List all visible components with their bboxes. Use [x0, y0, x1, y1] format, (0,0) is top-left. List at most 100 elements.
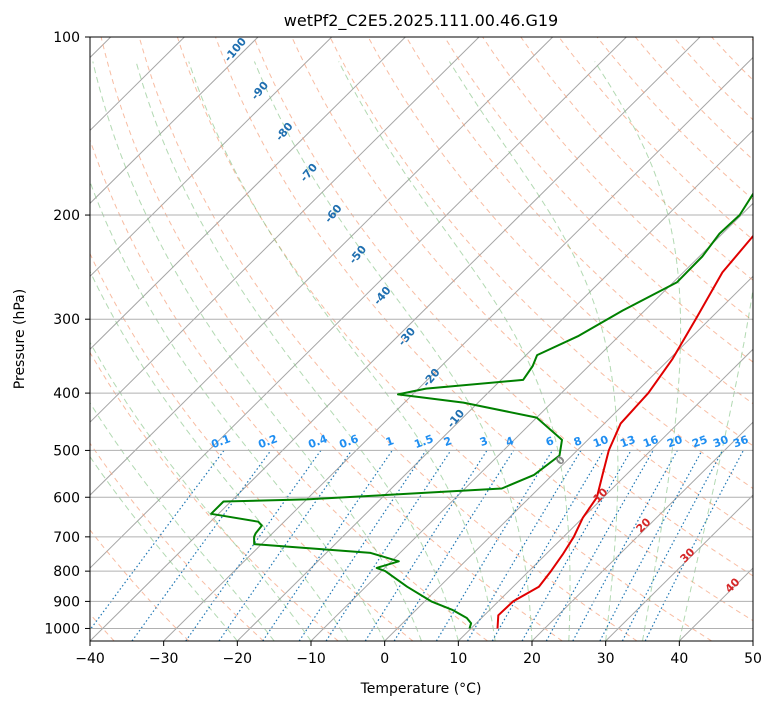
dry-adiabat-line: [90, 442, 264, 641]
moist-adiabat-line: [90, 341, 312, 641]
x-axis: −40 −30 −20 −10 0 10 20 30 40 50: [75, 641, 762, 667]
dry-adiabat-label: -50: [346, 243, 369, 267]
x-axis-label: Temperature (°C): [360, 681, 482, 697]
isotherm-line: [90, 37, 480, 423]
x-tick-label: −20: [223, 651, 253, 667]
sounding-profiles: [210, 192, 753, 629]
dry-adiabat-line: [253, 37, 753, 577]
dry-adiabat-label: -40: [371, 284, 394, 308]
moist-adiabat-line: [90, 455, 238, 641]
mixing-ratio-label: 1: [384, 434, 396, 449]
dry-adiabat-line: [90, 252, 414, 641]
dry-adiabat-line: [405, 37, 753, 405]
dry-adiabat-label: -20: [420, 366, 443, 390]
dry-adiabat-label: -10: [444, 407, 467, 431]
mixing-ratio-label: 25: [690, 433, 709, 450]
mixing-ratio-line: [491, 450, 605, 641]
isotherm-line: [90, 37, 259, 205]
dry-adiabat-line: [90, 351, 339, 641]
dry-adiabat-line: [711, 37, 753, 81]
isotherm-line: [752, 640, 753, 641]
moist-adiabat-label: 20: [634, 515, 654, 535]
moist-adiabat-line: [253, 61, 533, 641]
mixing-ratio-line: [393, 450, 515, 641]
y-axis: 100 200 300 400 500 600 700 800 900 1000: [44, 30, 90, 637]
moist-adiabat-line: [678, 61, 753, 641]
dry-adiabat-line: [291, 37, 753, 533]
mixing-ratio-line: [644, 450, 744, 641]
y-tick-label: 100: [53, 30, 80, 46]
mixing-ratio-label: 0.4: [306, 432, 329, 451]
mixing-ratio-line: [572, 450, 678, 641]
moist-adiabat-label: 40: [723, 575, 743, 595]
sounding-series-line: [496, 234, 753, 629]
dry-adiabat-line: [634, 37, 753, 161]
dry-adiabat-line: [138, 37, 638, 641]
y-tick-label: 300: [53, 312, 80, 328]
mixing-ratio-line: [435, 450, 554, 641]
mixing-ratio-label: 0.1: [209, 432, 232, 451]
x-tick-label: 30: [597, 651, 615, 667]
dry-adiabat-line: [482, 37, 753, 322]
moist-adiabat-line: [90, 180, 386, 641]
x-tick-label: 50: [744, 651, 762, 667]
dry-adiabat-line: [367, 37, 753, 447]
dry-adiabat-line: [215, 37, 753, 622]
moist-adiabat-line: [594, 61, 682, 641]
mixing-ratio-label: 16: [641, 433, 660, 451]
moist-adiabat-label: 0: [553, 453, 568, 468]
y-tick-label: 900: [53, 594, 80, 610]
mixing-ratio-label: 1.5: [412, 432, 435, 451]
isopleth-labels: -100-90-80-70-60-50-40-30-20-100.1 0.2 0.4…: [209, 35, 750, 596]
moist-adiabat-line: [135, 61, 459, 641]
moist-adiabat-line: [92, 61, 422, 641]
moist-adiabat-line: [90, 401, 275, 641]
mixing-ratio-label: 8: [572, 434, 584, 449]
moist-adiabat-line: [448, 61, 619, 641]
chart-title: wetPf2_C2E5.2025.111.00.46.G19: [284, 11, 558, 31]
x-tick-label: 10: [449, 651, 467, 667]
y-tick-label: 600: [53, 490, 80, 506]
moist-adiabat-line: [90, 270, 349, 641]
isotherm-line: [163, 56, 753, 641]
dry-adiabat-line: [90, 138, 488, 641]
mixing-ratio-label: 0.6: [337, 432, 360, 451]
mixing-ratio-label: 20: [665, 433, 684, 451]
mixing-ratio-line: [131, 450, 272, 641]
moist-adiabat-label: 30: [678, 545, 698, 565]
mixing-ratio-label: 13: [618, 433, 637, 450]
background-lines: [90, 37, 753, 641]
y-tick-label: 1000: [44, 621, 80, 637]
dry-adiabat-label: -70: [297, 161, 320, 185]
x-tick-label: 40: [670, 651, 688, 667]
dry-adiabat-label: -30: [395, 325, 418, 349]
isotherm-line: [531, 421, 753, 641]
dry-adiabat-label: -90: [248, 79, 271, 103]
isotherm-line: [90, 37, 406, 350]
isotherm-line: [605, 494, 753, 641]
mixing-ratio-label: 30: [711, 433, 730, 451]
x-tick-label: −10: [296, 651, 326, 667]
isotherm-line: [678, 567, 753, 641]
isotherm-line: [457, 348, 753, 641]
x-tick-label: 0: [380, 651, 389, 667]
isotherm-line: [90, 37, 627, 569]
moist-adiabat-line: [338, 61, 571, 641]
x-tick-label: 20: [523, 651, 541, 667]
mixing-ratio-line: [545, 450, 654, 641]
isotherm-line: [384, 275, 753, 641]
isotherm-line: [90, 37, 701, 641]
sounding-series-line: [210, 192, 753, 629]
mixing-ratio-line: [218, 450, 353, 641]
dry-adiabat-line: [90, 529, 190, 641]
mixing-ratio-label: 36: [731, 433, 750, 451]
dry-adiabat-line: [444, 37, 753, 363]
mixing-ratio-label: 10: [591, 433, 610, 451]
dry-adiabat-line: [558, 37, 753, 241]
dry-adiabat-line: [520, 37, 753, 281]
y-tick-label: 700: [53, 530, 80, 546]
mixing-ratio-label: 2: [442, 434, 454, 449]
y-tick-label: 500: [53, 443, 80, 459]
mixing-ratio-line: [185, 450, 322, 641]
